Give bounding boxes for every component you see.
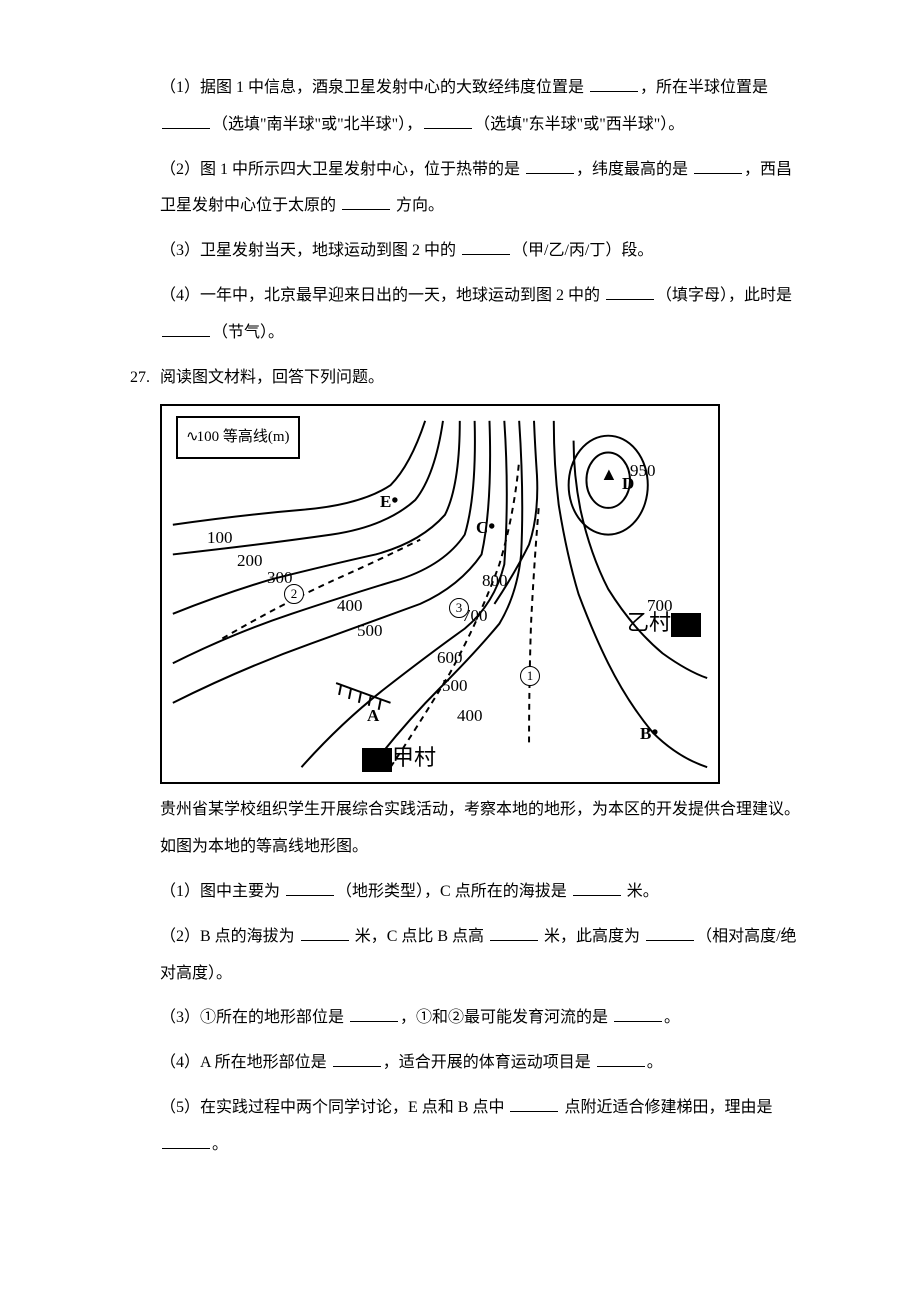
blank <box>694 158 742 174</box>
blank <box>342 194 390 210</box>
blank <box>462 239 510 255</box>
text: （甲/乙/丙/丁）段。 <box>512 242 653 259</box>
blank <box>286 880 334 896</box>
text: ，①和②最可能发育河流的是 <box>400 1009 612 1026</box>
text: （1）据图 1 中信息，酒泉卫星发射中心的大致经纬度位置是 <box>160 79 588 96</box>
blank <box>350 1006 398 1022</box>
blank <box>490 925 538 941</box>
text: 米，此高度为 <box>540 928 644 945</box>
blank <box>510 1096 558 1112</box>
text: 点附近适合修建梯田，理由是 <box>560 1099 772 1116</box>
text: （1）图中主要为 <box>160 883 284 900</box>
text: （填字母），此时是 <box>656 287 792 304</box>
blank <box>614 1006 662 1022</box>
text: ，纬度最高的是 <box>576 161 692 178</box>
contour-label: 400 <box>457 696 483 735</box>
contour-label: 700 <box>647 586 673 625</box>
text: 方向。 <box>392 197 444 214</box>
blank <box>162 1133 210 1149</box>
text: （3）①所在的地形部位是 <box>160 1009 348 1026</box>
q27-sub4: （4）A 所在地形部位是 ，适合开展的体育运动项目是 。 <box>120 1045 800 1082</box>
text: 。 <box>647 1054 663 1071</box>
point-b: B• <box>640 710 658 756</box>
blank <box>162 321 210 337</box>
blank <box>606 284 654 300</box>
point-d: D <box>622 464 634 503</box>
text: 。 <box>664 1009 680 1026</box>
text: （选填"东半球"或"西半球"）。 <box>474 116 684 133</box>
blank <box>526 158 574 174</box>
text: 米。 <box>623 883 659 900</box>
blank <box>597 1051 645 1067</box>
text: ，所在半球位置是 <box>640 79 768 96</box>
q26-sub2: （2）图 1 中所示四大卫星发射中心，位于热带的是 ，纬度最高的是 ，西昌卫星发… <box>120 152 800 226</box>
contour-map: ∿100 等高线(m) <box>160 404 720 784</box>
point-a: A <box>367 696 379 735</box>
stem-text: 阅读图文材料，回答下列问题。 <box>160 369 384 386</box>
context-text: 贵州省某学校组织学生开展综合实践活动，考察本地的地形，为本区的开发提供合理建议。… <box>160 801 800 855</box>
text: （2）图 1 中所示四大卫星发射中心，位于热带的是 <box>160 161 524 178</box>
village-jia: 甲村 <box>362 733 436 784</box>
text: （选填"南半球"或"北半球"）， <box>212 116 422 133</box>
text: （4）一年中，北京最早迎来日出的一天，地球运动到图 2 中的 <box>160 287 604 304</box>
village-icon <box>362 748 392 772</box>
peak-icon: ▲ <box>600 454 618 495</box>
text: （2）B 点的海拔为 <box>160 928 299 945</box>
text: ，适合开展的体育运动项目是 <box>383 1054 595 1071</box>
legend: ∿100 等高线(m) <box>176 416 300 459</box>
blank <box>424 113 472 129</box>
text: （4）A 所在地形部位是 <box>160 1054 331 1071</box>
blank <box>590 76 638 92</box>
blank <box>573 880 621 896</box>
contour-label: 100 <box>207 518 233 557</box>
text: 米，C 点比 B 点高 <box>351 928 488 945</box>
q27: 27.阅读图文材料，回答下列问题。 ∿100 等高线(m) <box>120 360 800 1164</box>
q26-sub4: （4）一年中，北京最早迎来日出的一天，地球运动到图 2 中的 （填字母），此时是… <box>120 278 800 352</box>
legend-text: 100 等高线(m) <box>197 429 290 445</box>
text: （3）卫星发射当天，地球运动到图 2 中的 <box>160 242 460 259</box>
q26-sub3: （3）卫星发射当天，地球运动到图 2 中的 （甲/乙/丙/丁）段。 <box>120 233 800 270</box>
q27-sub3: （3）①所在的地形部位是 ，①和②最可能发育河流的是 。 <box>120 1000 800 1037</box>
blank <box>301 925 349 941</box>
contour-label: 800 <box>482 561 508 600</box>
q27-stem-row: 27.阅读图文材料，回答下列问题。 <box>120 360 800 397</box>
text: 。 <box>212 1136 228 1153</box>
text: （5）在实践过程中两个同学讨论，E 点和 B 点中 <box>160 1099 508 1116</box>
question-number: 27. <box>120 360 160 397</box>
point-c: C• <box>476 504 495 550</box>
q27-sub2: （2）B 点的海拔为 米，C 点比 B 点高 米，此高度为 （相对高度/绝对高度… <box>120 919 800 993</box>
contour-label: 200 <box>237 541 263 580</box>
q27-sub5: （5）在实践过程中两个同学讨论，E 点和 B 点中 点附近适合修建梯田，理由是 … <box>120 1090 800 1164</box>
q27-sub1: （1）图中主要为 （地形类型），C 点所在的海拔是 米。 <box>120 874 800 911</box>
point-e: E• <box>380 478 398 524</box>
q27-context: 贵州省某学校组织学生开展综合实践活动，考察本地的地形，为本区的开发提供合理建议。… <box>120 792 800 866</box>
village-icon <box>671 613 701 637</box>
contour-label: 500 <box>357 611 383 650</box>
blank <box>162 113 210 129</box>
blank <box>333 1051 381 1067</box>
q26-sub1: （1）据图 1 中信息，酒泉卫星发射中心的大致经纬度位置是 ，所在半球位置是 （… <box>120 70 800 144</box>
text: （节气）。 <box>212 324 284 341</box>
text: （地形类型），C 点所在的海拔是 <box>336 883 571 900</box>
blank <box>646 925 694 941</box>
village-jia-label: 甲村 <box>392 745 436 770</box>
